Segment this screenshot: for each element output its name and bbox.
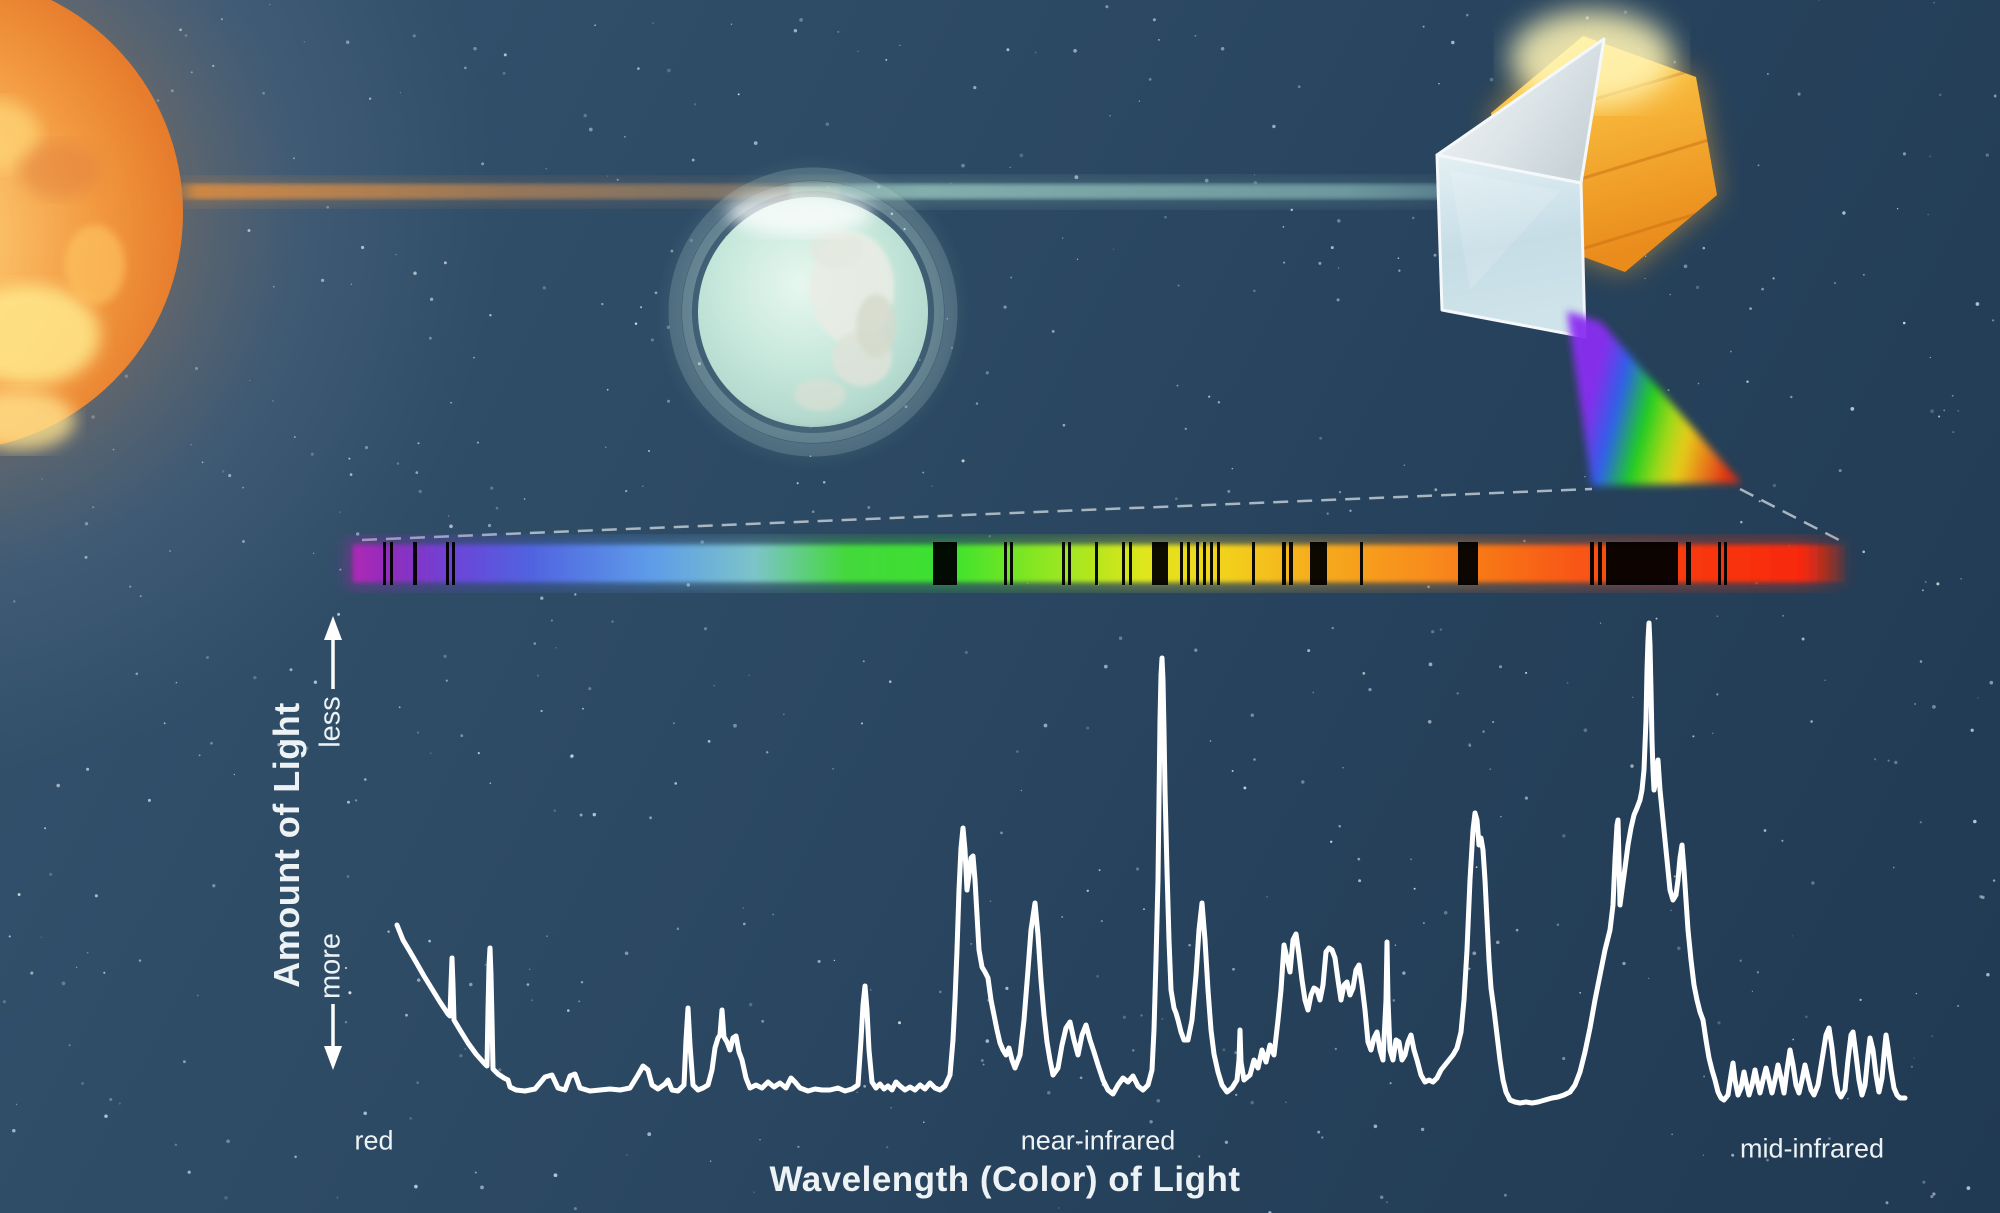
absorption-line — [933, 542, 957, 585]
prism-glint — [1450, 170, 1560, 290]
absorption-line — [1458, 542, 1478, 585]
more-arrow-head-icon — [324, 1046, 342, 1070]
sun-mottle — [20, 142, 100, 198]
less-arrow-head-icon — [324, 616, 342, 640]
sun-flare — [65, 225, 125, 305]
absorption-line — [1310, 542, 1327, 585]
spectrum-line-chart — [394, 620, 1908, 1106]
absorption-line — [1122, 542, 1125, 585]
absorption-line — [1095, 542, 1098, 585]
absorption-line — [1724, 542, 1727, 585]
planet — [655, 154, 971, 470]
y-axis-more-label: more — [314, 932, 347, 1000]
absorption-line — [383, 542, 386, 585]
planet-atmosphere-ring — [668, 167, 958, 457]
absorption-line — [1598, 542, 1602, 585]
beam-cool — [790, 184, 1445, 199]
x-tick-red: red — [354, 1125, 394, 1156]
planet-shadow — [700, 370, 880, 437]
spectrum-bar — [347, 539, 1851, 588]
absorption-lines — [383, 542, 1727, 585]
prism — [1435, 37, 1606, 339]
x-axis-title: Wavelength (Color) of Light — [769, 1160, 1241, 1199]
planet-atmosphere-ring — [682, 181, 944, 443]
absorption-line — [1152, 542, 1168, 585]
absorption-line — [1010, 542, 1013, 585]
absorption-line — [1718, 542, 1721, 585]
absorption-line — [1068, 542, 1071, 585]
absorption-line — [1282, 542, 1286, 585]
absorption-line — [1203, 542, 1206, 585]
x-tick-mid-infrared: mid-infrared — [1739, 1133, 1885, 1164]
planet-landmass — [794, 228, 896, 411]
absorption-line — [1196, 542, 1199, 585]
planet-limb-highlight — [728, 191, 872, 235]
absorption-line — [1062, 542, 1065, 585]
x-tick-near-infrared: near-infrared — [1020, 1125, 1176, 1156]
dashed-guide-right — [1739, 487, 1842, 543]
sun-flare — [0, 285, 100, 385]
absorption-line — [1289, 542, 1293, 585]
absorption-line — [446, 542, 449, 585]
absorption-line — [1129, 542, 1132, 585]
rainbow-dispersion — [1567, 311, 1741, 486]
absorption-line — [1590, 542, 1594, 585]
absorption-line — [1217, 542, 1220, 585]
absorption-line — [413, 542, 417, 585]
absorption-line — [1252, 542, 1255, 585]
star-sun — [0, 0, 500, 772]
absorption-line — [390, 542, 393, 585]
absorption-line — [1210, 542, 1213, 585]
beam-warm — [170, 184, 840, 199]
spectrum-bar-band — [353, 545, 1845, 582]
absorption-line — [452, 542, 455, 585]
absorption-line — [1606, 542, 1678, 585]
dashed-guide-left — [361, 487, 1593, 542]
absorption-line — [1180, 542, 1183, 585]
sun-flare — [0, 390, 75, 450]
absorption-line — [1686, 542, 1691, 585]
absorption-line — [1360, 542, 1363, 585]
y-axis-arrows — [324, 616, 342, 1070]
absorption-line — [1187, 542, 1190, 585]
absorption-line — [1004, 542, 1007, 585]
y-axis-title: Amount of Light — [266, 702, 307, 988]
y-axis-less-label: less — [314, 696, 347, 748]
